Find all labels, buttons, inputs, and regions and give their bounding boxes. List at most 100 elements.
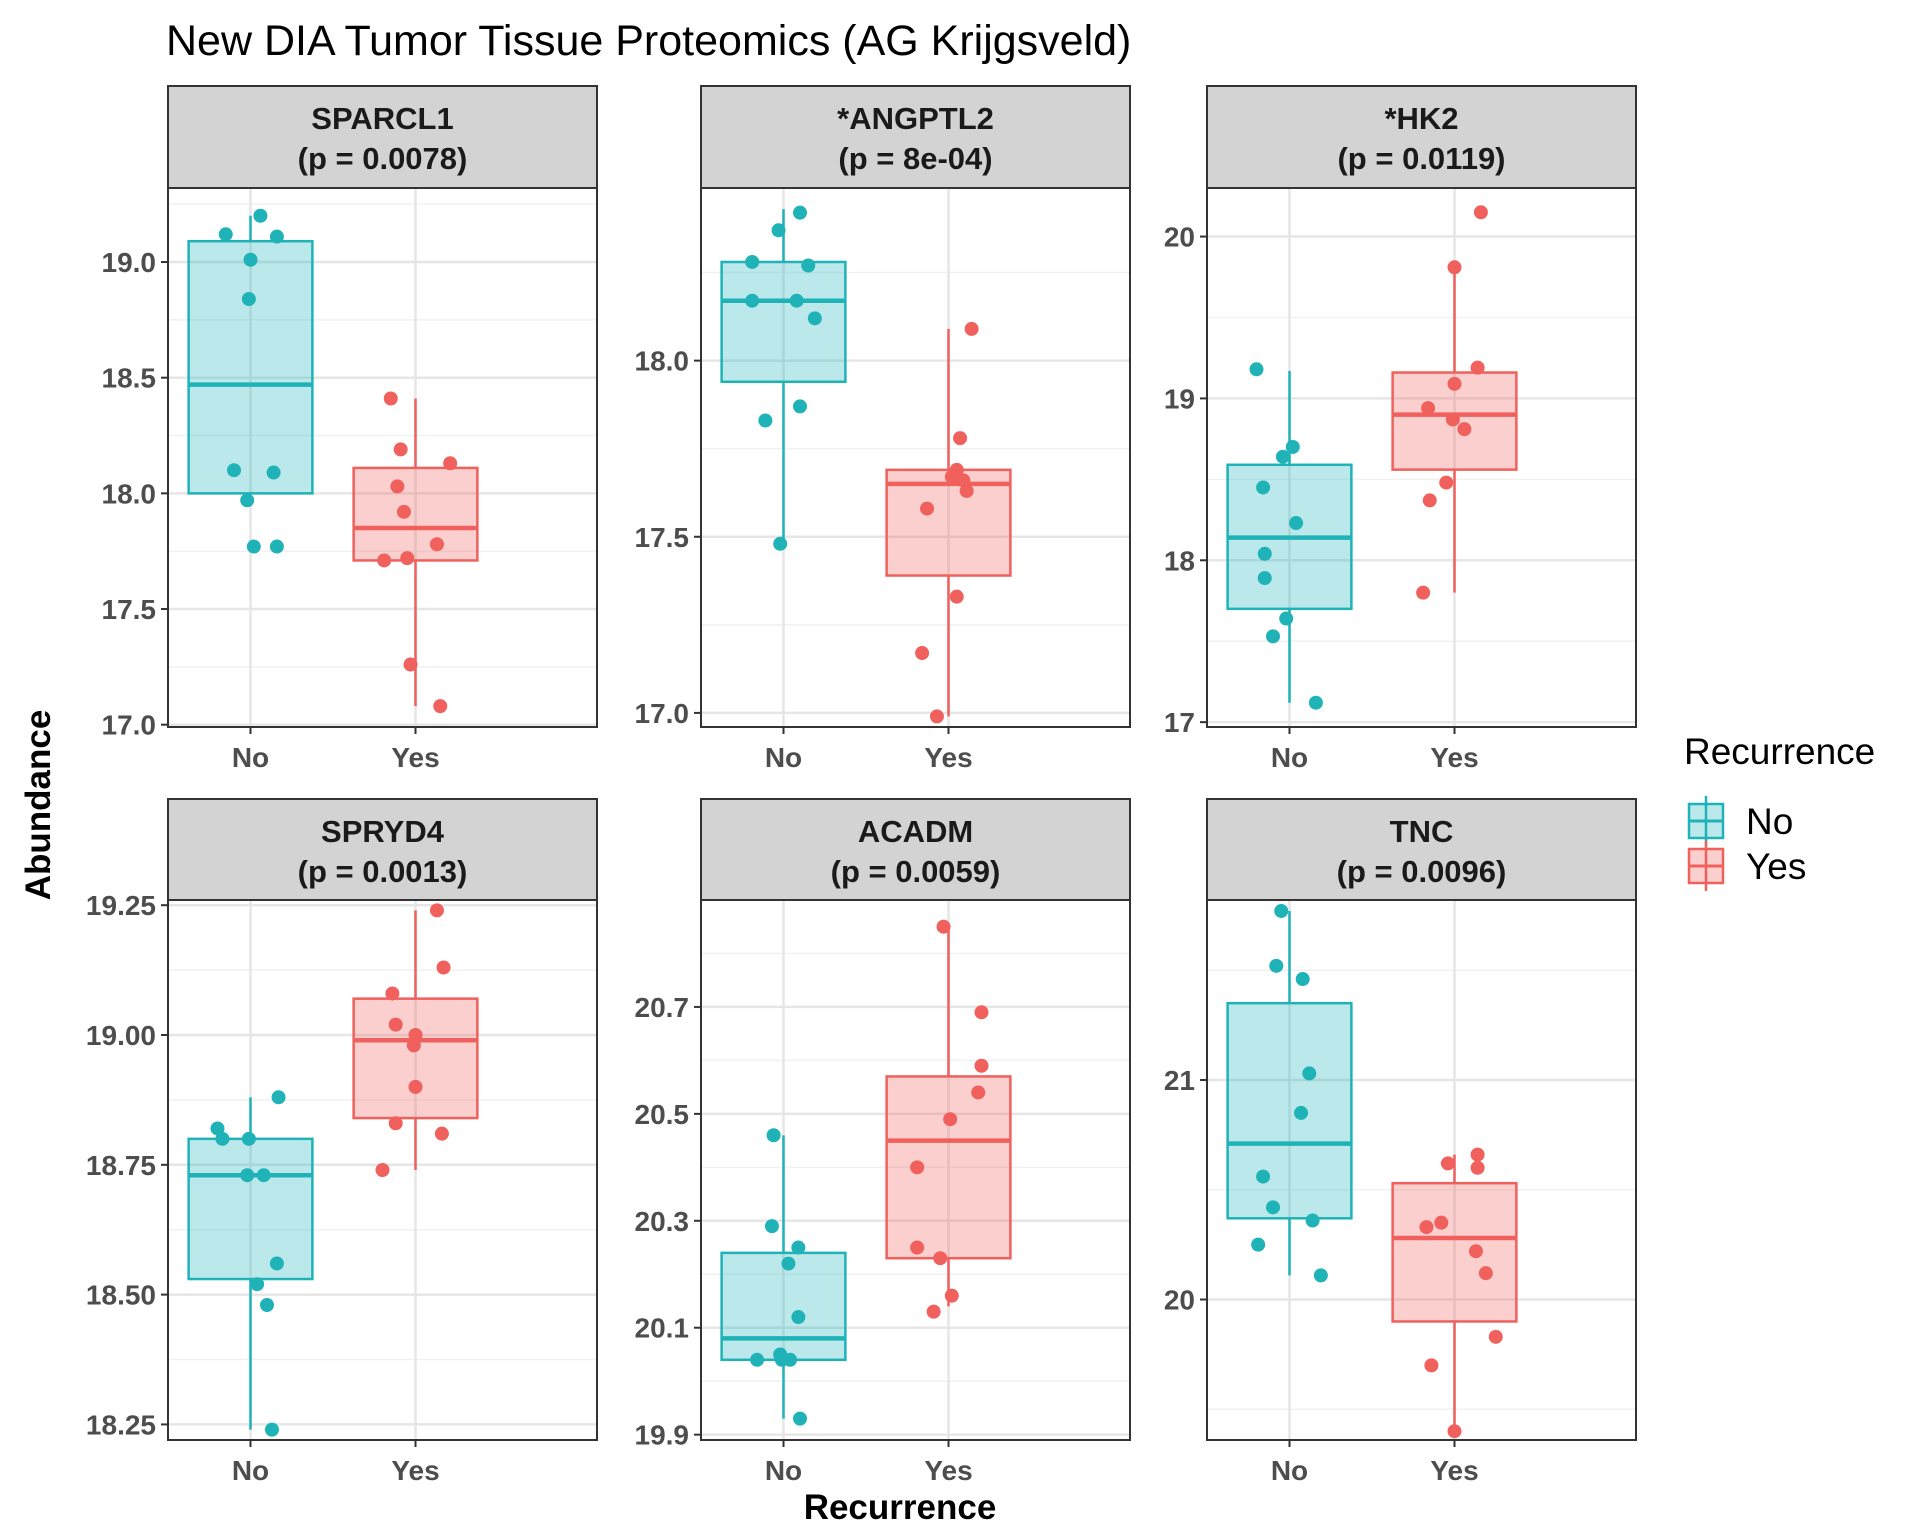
data-point-no bbox=[1313, 1268, 1328, 1283]
facet-strip bbox=[700, 85, 1131, 189]
data-point-no bbox=[750, 1352, 765, 1367]
figure-title: New DIA Tumor Tissue Proteomics (AG Krij… bbox=[166, 17, 1131, 65]
data-point-yes bbox=[933, 1251, 948, 1266]
data-point-yes bbox=[1445, 412, 1460, 427]
data-point-yes bbox=[385, 986, 400, 1001]
y-tick-label: 17.5 bbox=[635, 522, 690, 553]
facet-panel-0: 17.0 17.5 18.0 18.5 19.0 SPARCL1 (p = 0.0078) N… bbox=[102, 85, 598, 773]
data-point-no bbox=[260, 1298, 274, 1312]
data-point-yes bbox=[1422, 493, 1437, 508]
box-iqr bbox=[720, 260, 847, 384]
data-point-no bbox=[271, 1090, 286, 1105]
data-point-yes bbox=[949, 589, 964, 604]
y-tick-label: 21 bbox=[1164, 1065, 1195, 1096]
facet-strip bbox=[1206, 85, 1637, 189]
data-point-yes bbox=[1457, 422, 1472, 437]
y-tick-label: 18.25 bbox=[86, 1409, 156, 1440]
y-tick-label: 19.25 bbox=[86, 890, 156, 921]
data-point-no bbox=[1249, 362, 1264, 377]
x-tick-label: No bbox=[232, 1455, 269, 1486]
x-axis-title: Recurrence bbox=[804, 1488, 997, 1527]
data-point-no bbox=[1285, 439, 1300, 454]
data-point-no bbox=[241, 292, 256, 307]
data-point-yes bbox=[434, 1126, 449, 1141]
data-point-yes bbox=[956, 473, 971, 488]
data-point-no bbox=[789, 293, 804, 308]
data-point-no bbox=[773, 536, 788, 551]
y-axis-title: Abundance bbox=[19, 710, 58, 901]
data-point-yes bbox=[436, 960, 451, 975]
data-point-yes bbox=[403, 657, 418, 672]
data-point-no bbox=[801, 258, 816, 273]
y-tick-label: 20.7 bbox=[635, 992, 690, 1023]
box-yes bbox=[352, 910, 479, 1170]
y-tick-label: 18.50 bbox=[86, 1280, 156, 1311]
data-point-no bbox=[791, 1310, 806, 1325]
data-point-no bbox=[1295, 972, 1310, 987]
box-yes bbox=[352, 398, 479, 707]
facet-strip bbox=[167, 85, 598, 189]
legend-key-yes bbox=[1687, 841, 1725, 891]
data-point-yes bbox=[915, 646, 930, 661]
data-point-yes bbox=[1440, 1156, 1455, 1171]
data-point-yes bbox=[1447, 376, 1462, 391]
data-point-yes bbox=[1470, 360, 1485, 375]
data-point-yes bbox=[1468, 1244, 1483, 1259]
data-point-no bbox=[793, 1411, 807, 1426]
data-point-yes bbox=[959, 483, 974, 498]
box-yes bbox=[885, 328, 1012, 717]
data-point-no bbox=[1308, 695, 1323, 710]
data-point-yes bbox=[408, 1028, 423, 1042]
data-point-yes bbox=[1470, 1160, 1485, 1175]
y-tick-label: 18.5 bbox=[102, 363, 157, 394]
data-point-no bbox=[1275, 449, 1290, 464]
y-tick-label: 17.0 bbox=[102, 710, 157, 741]
data-point-yes bbox=[377, 553, 392, 568]
facet-strip-protein: *ANGPTL2 bbox=[837, 101, 994, 136]
y-tick-label: 18.0 bbox=[102, 478, 157, 509]
y-tick-label: 20 bbox=[1164, 1285, 1195, 1316]
legend: Recurrence No Yes bbox=[1684, 731, 1875, 891]
box-iqr bbox=[187, 1137, 314, 1281]
y-tick-label: 18.0 bbox=[635, 346, 690, 377]
data-point-no bbox=[246, 539, 261, 554]
panel-background bbox=[701, 188, 1130, 727]
data-point-yes bbox=[443, 456, 458, 471]
x-tick-label: Yes bbox=[391, 1455, 439, 1486]
x-tick-label: No bbox=[765, 742, 802, 773]
y-tick-label: 19.0 bbox=[102, 247, 157, 278]
data-point-yes bbox=[1447, 1424, 1462, 1439]
box-no bbox=[720, 209, 847, 544]
data-point-no bbox=[243, 252, 258, 267]
data-point-no bbox=[218, 227, 233, 242]
data-point-no bbox=[1289, 516, 1304, 531]
data-point-no bbox=[250, 1277, 265, 1292]
x-tick-label: Yes bbox=[1430, 1455, 1478, 1486]
data-point-no bbox=[1256, 480, 1271, 495]
box-iqr bbox=[720, 1251, 847, 1362]
facet-strip bbox=[167, 798, 598, 901]
box-no bbox=[187, 215, 314, 495]
box-yes bbox=[1391, 1154, 1518, 1432]
data-point-no bbox=[269, 539, 284, 554]
facet-strip-protein: SPARCL1 bbox=[311, 101, 453, 136]
facet-panel-2: 17 18 19 20 *HK2 (p = 0.0119) No Yes bbox=[1164, 85, 1637, 773]
data-point-no bbox=[1256, 1169, 1271, 1184]
y-tick-label: 20.5 bbox=[635, 1099, 690, 1130]
box-iqr bbox=[1226, 1001, 1353, 1220]
facet-strip bbox=[1206, 798, 1637, 901]
y-tick-label: 17.5 bbox=[102, 594, 157, 625]
x-tick-label: No bbox=[1271, 742, 1308, 773]
data-point-no bbox=[771, 223, 786, 238]
data-point-no bbox=[1269, 958, 1284, 973]
data-point-no bbox=[1266, 629, 1280, 644]
data-point-yes bbox=[1439, 475, 1454, 490]
data-point-no bbox=[793, 399, 807, 414]
data-point-no bbox=[1294, 1105, 1309, 1120]
data-point-yes bbox=[971, 1085, 986, 1100]
x-tick-label: Yes bbox=[924, 742, 972, 773]
data-point-no bbox=[781, 1256, 796, 1271]
data-point-yes bbox=[400, 551, 415, 566]
data-point-no bbox=[766, 1128, 781, 1143]
